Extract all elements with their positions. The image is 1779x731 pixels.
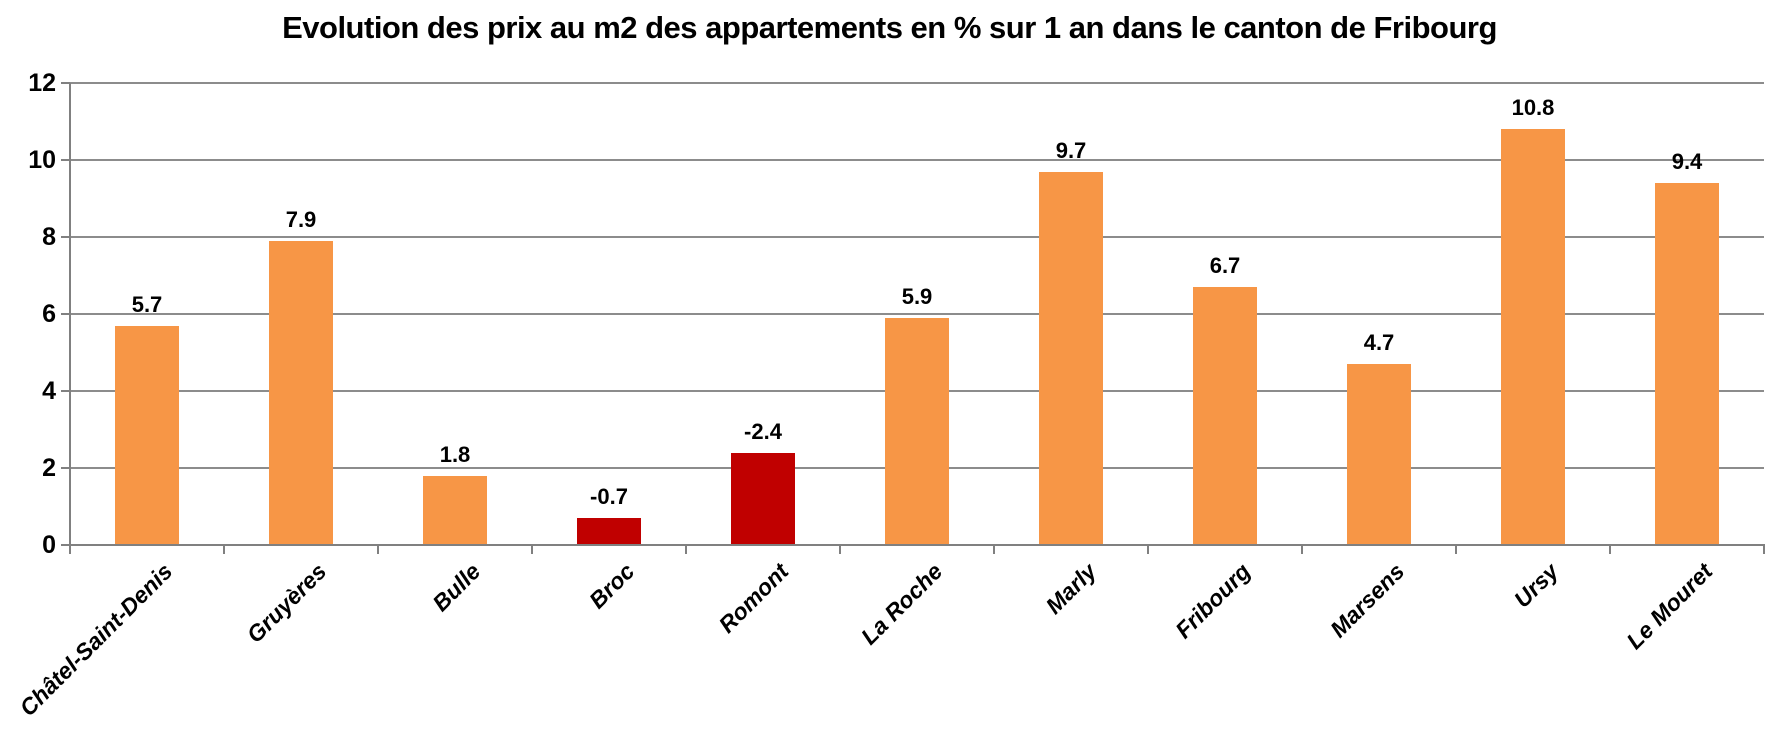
y-axis-tick-label: 10 xyxy=(28,146,56,174)
bar-value-label: -0.7 xyxy=(590,484,628,510)
y-axis-tick xyxy=(61,82,70,84)
y-axis-tick-label: 6 xyxy=(42,300,56,328)
y-axis-tick xyxy=(61,390,70,392)
y-axis-tick xyxy=(61,236,70,238)
x-axis-category-label: Broc xyxy=(583,558,640,614)
bar xyxy=(731,452,795,544)
bar xyxy=(269,240,333,544)
bar-value-label: 9.7 xyxy=(1055,137,1087,163)
bar xyxy=(1501,129,1565,544)
y-axis-tick-label: 2 xyxy=(42,454,56,482)
x-axis-category-label: Gruyères xyxy=(241,558,332,648)
bar xyxy=(1039,171,1103,544)
bar xyxy=(885,317,949,544)
bar-value-label: 6.7 xyxy=(1209,253,1241,279)
x-axis-tick xyxy=(377,545,379,554)
x-axis-category-label: Le Mouret xyxy=(1621,558,1718,655)
y-axis-tick xyxy=(61,467,70,469)
y-axis-tick-label: 12 xyxy=(28,69,56,97)
x-axis-category-label: Bulle xyxy=(427,558,486,617)
bar-value-label: 5.9 xyxy=(901,283,933,309)
bar xyxy=(1347,364,1411,544)
bar-value-label: 9.4 xyxy=(1671,149,1703,175)
x-axis-line xyxy=(70,544,1765,546)
y-axis-line xyxy=(69,83,71,545)
y-axis-tick-label: 8 xyxy=(42,223,56,251)
x-axis-category-label: Ursy xyxy=(1508,558,1564,613)
x-axis-category-label: Marsens xyxy=(1325,558,1410,643)
x-axis-tick xyxy=(223,545,225,554)
bar-value-label: 7.9 xyxy=(285,206,317,232)
bar xyxy=(423,475,487,544)
x-axis-tick xyxy=(531,545,533,554)
bar-value-label: 4.7 xyxy=(1363,330,1395,356)
bar-value-label: 5.7 xyxy=(131,291,163,317)
x-axis-tick xyxy=(69,545,71,554)
x-axis-tick xyxy=(839,545,841,554)
chart-title: Evolution des prix au m2 des appartement… xyxy=(282,10,1497,45)
x-axis-category-label: Châtel-Saint-Denis xyxy=(14,558,178,721)
x-axis-tick xyxy=(1147,545,1149,554)
x-axis-tick xyxy=(685,545,687,554)
y-axis-tick xyxy=(61,544,70,546)
x-axis-tick xyxy=(1609,545,1611,554)
x-axis-category-label: La Roche xyxy=(855,558,948,650)
x-axis-category-label: Fribourg xyxy=(1170,558,1256,644)
bar-value-label: 1.8 xyxy=(439,441,471,467)
y-axis-tick-label: 0 xyxy=(42,531,56,559)
bar-value-label: -2.4 xyxy=(744,418,782,444)
x-axis-category-label: Marly xyxy=(1040,558,1102,619)
bar xyxy=(115,325,179,544)
x-axis-category-label: Romont xyxy=(713,558,794,638)
gridline xyxy=(70,82,1764,84)
x-axis-tick xyxy=(1301,545,1303,554)
bar xyxy=(1193,287,1257,544)
bar-value-label: 10.8 xyxy=(1511,95,1555,121)
y-axis-tick xyxy=(61,159,70,161)
bar xyxy=(1655,183,1719,544)
y-axis-tick-label: 4 xyxy=(42,377,56,405)
x-axis-tick xyxy=(993,545,995,554)
bar xyxy=(577,518,641,544)
x-axis-tick xyxy=(1763,545,1765,554)
x-axis-tick xyxy=(1455,545,1457,554)
y-axis-tick xyxy=(61,313,70,315)
